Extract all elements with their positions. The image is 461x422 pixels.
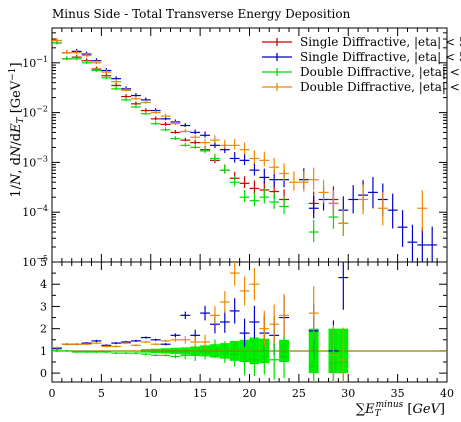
legend-label: Double Diffractive, |eta| < 5 [300,65,461,79]
ratio-y-tick-label: 5 [40,256,47,269]
y-axis-label: 1/N, dN/dET [GeV−1] [8,62,26,197]
x-axis-label: ∑ETminus [GeV] [356,400,445,419]
ratio-y-tick-label: 4 [40,278,47,291]
ratio-series-2 [52,262,349,382]
x-tick-label: 40 [440,387,454,400]
ratio-y-tick-label: 0 [40,367,47,380]
chart-title: Minus Side - Total Transverse Energy Dep… [52,7,351,21]
legend-label: Double Diffractive, |eta| < 5 [300,80,461,94]
main-x-ticks [51,28,448,262]
series-3 [52,38,428,237]
ratio-x-ticks: 0 5 10 15 20 25 30 35 40 [49,262,454,400]
main-y-axis-label: 1/N, dN/dET [GeV−1] [8,62,26,197]
x-tick-label: 0 [49,387,56,400]
x-tick-label: 20 [243,387,257,400]
x-tick-label: 5 [98,387,105,400]
x-tick-label: 35 [391,387,405,400]
y-tick-label: 10−3 [22,154,48,169]
ratio-y-tick-label: 3 [40,300,47,313]
series-2 [52,40,349,243]
x-tick-label: 15 [193,387,207,400]
ratio-series-0 [52,262,349,382]
y-tick-label: 10−2 [22,105,48,120]
y-tick-label: 10−4 [22,204,48,219]
ratio-y-tick-label: 1 [40,345,47,358]
legend-label: Single Diffractive, |eta| < 5 [300,35,461,49]
series-0 [52,40,339,214]
y-tick-label: 10−5 [22,254,48,269]
ratio-y-tick-label: 2 [40,323,47,336]
ratio-panel: 0 1 2 3 4 5 0 5 10 15 20 25 30 35 40 [40,256,454,400]
legend-label: Single Diffractive, |eta| < 5 [300,50,461,64]
main-y-ticks: 10−5 10−4 10−3 10−2 10−1 [22,27,447,269]
main-series-group [52,38,438,262]
main-panel: 10−5 10−4 10−3 10−2 10−1 1/N, dN/dET [GeV−1]… [8,27,461,269]
y-tick-label: 10−1 [22,55,48,70]
x-tick-label: 30 [341,387,355,400]
x-tick-label: 10 [144,387,158,400]
x-tick-label: 25 [292,387,306,400]
ratio-series-group [52,262,349,382]
